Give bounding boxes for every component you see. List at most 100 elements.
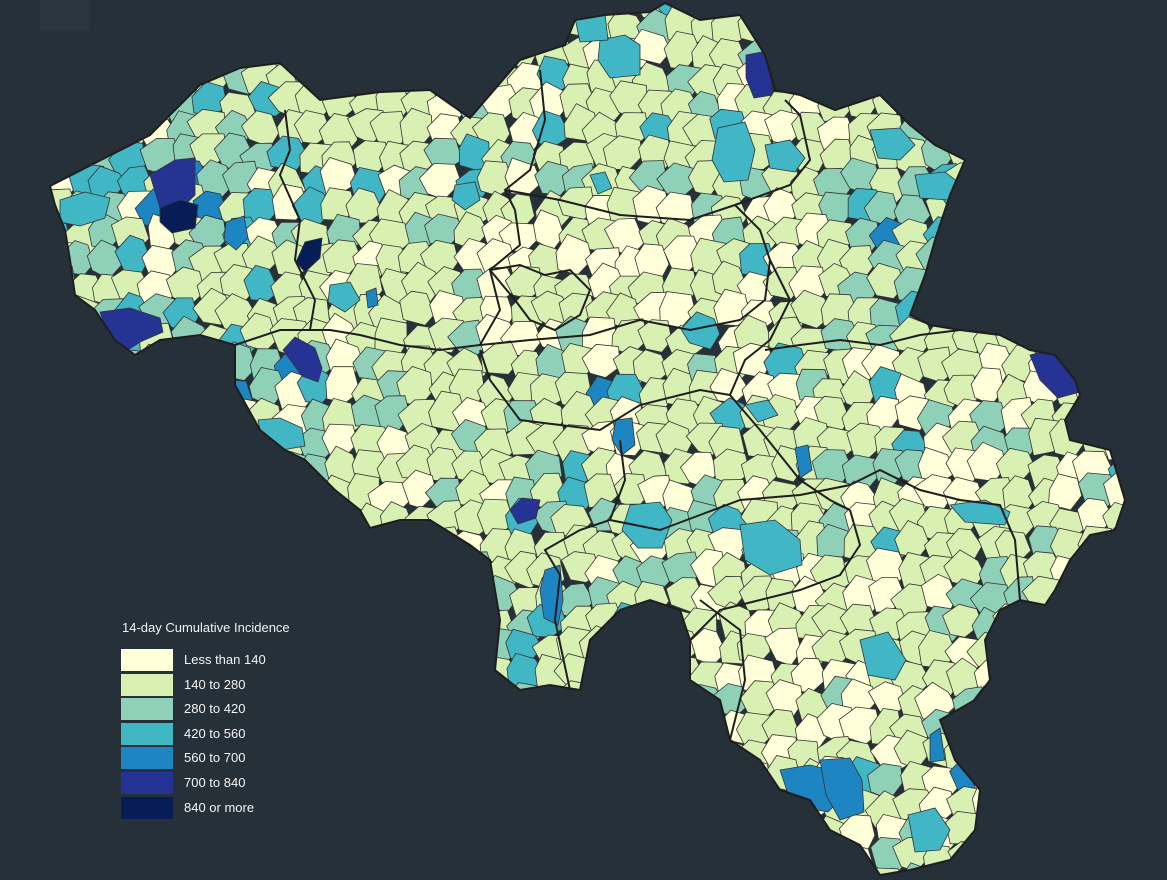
municipality-cell: [452, 62, 495, 99]
municipality-hotspot: [295, 237, 323, 273]
municipality-cell: [503, 733, 541, 772]
municipality-cell: [270, 449, 309, 489]
municipality-cell: [50, 495, 52, 536]
municipality-cell: [50, 429, 71, 467]
municipality-cell: [219, 3, 261, 20]
municipality-cell: [455, 683, 497, 720]
municipality-cell: [558, 863, 598, 875]
municipality-cell: [299, 819, 340, 858]
municipality-cell: [266, 135, 309, 171]
municipality-cell: [89, 394, 126, 434]
municipality-cell: [90, 845, 132, 875]
municipality-cell: [687, 837, 729, 873]
municipality-cell: [244, 500, 284, 536]
municipality-cell: [501, 840, 543, 875]
municipality-cell: [684, 868, 722, 875]
municipality-cell: [196, 3, 233, 21]
legend-label: 840 or more: [184, 799, 255, 815]
municipality-cell: [60, 420, 101, 460]
municipality-cell: [447, 4, 488, 41]
municipality-cell: [1024, 734, 1065, 770]
municipality-cell: [401, 553, 444, 597]
municipality-cell: [141, 477, 183, 510]
municipality-cell: [1071, 161, 1111, 200]
municipality-cell: [455, 815, 495, 855]
municipality-cell: [1100, 291, 1125, 327]
municipality-cell: [848, 3, 884, 45]
municipality-cell: [1046, 838, 1089, 875]
municipality-cell: [424, 756, 458, 795]
municipality-hotspot: [159, 199, 199, 234]
municipality-cell: [87, 817, 125, 851]
municipality-cell: [59, 93, 100, 129]
municipality-cell: [50, 760, 70, 802]
municipality-cell: [370, 552, 414, 593]
municipality-cell: [1046, 163, 1087, 201]
municipality-cell: [66, 582, 103, 619]
municipality-cell: [447, 792, 487, 826]
municipality-cell: [1108, 552, 1125, 590]
municipality-cell: [50, 31, 70, 71]
municipality-cell: [1002, 214, 1038, 246]
municipality-cell: [116, 398, 157, 437]
municipality-cell: [580, 865, 618, 875]
municipality-cell: [61, 340, 101, 383]
municipality-cell: [137, 844, 183, 875]
municipality-cell: [477, 3, 518, 23]
municipality-cell: [1021, 836, 1061, 875]
municipality-cell: [353, 659, 387, 696]
municipality-cell: [997, 841, 1036, 875]
municipality-cell: [537, 687, 576, 723]
municipality-cell: [1028, 815, 1069, 856]
legend-swatch: [121, 649, 173, 671]
municipality-hotspot: [611, 417, 636, 456]
municipality-cell: [198, 347, 234, 384]
municipality-cell: [321, 37, 359, 74]
municipality-cell: [407, 580, 444, 619]
municipality-cell: [1080, 398, 1118, 435]
municipality-cell: [225, 446, 260, 489]
municipality-cell: [371, 529, 407, 563]
municipality-cell: [353, 789, 392, 823]
municipality-cell: [1025, 53, 1061, 93]
municipality-cell: [192, 551, 230, 592]
municipality-cell: [50, 83, 74, 118]
municipality-cell: [347, 709, 386, 748]
municipality-cell: [974, 210, 1013, 246]
municipality-cell: [50, 111, 56, 150]
municipality-cell: [65, 553, 106, 591]
municipality-cell: [139, 372, 177, 411]
municipality-cell: [1002, 738, 1041, 778]
municipality-cell: [759, 835, 801, 875]
municipality-cell: [62, 499, 105, 532]
municipality-cell: [196, 867, 238, 875]
municipality-cell: [50, 293, 80, 325]
legend-item-140-to-280: 140 to 280: [104, 673, 344, 699]
municipality-cell: [1073, 686, 1110, 724]
province-border: [479, 349, 731, 432]
province-border: [609, 468, 1021, 601]
municipality-cell: [10, 165, 46, 202]
municipality-cell: [1074, 818, 1109, 854]
municipality-cell: [690, 785, 727, 823]
municipality-cell: [50, 138, 51, 175]
municipality-cell: [634, 786, 676, 824]
municipality-cell: [380, 634, 417, 676]
municipality-cell: [1082, 337, 1120, 380]
municipality-cell: [377, 839, 415, 875]
municipality-cell: [948, 59, 983, 98]
municipality-cell: [763, 3, 805, 16]
municipality-cell: [293, 582, 336, 621]
municipality-cell: [112, 368, 146, 404]
municipality-cell: [400, 602, 444, 643]
municipality-cell: [378, 36, 416, 74]
municipality-cell: [320, 580, 361, 619]
municipality-cell: [395, 681, 435, 720]
municipality-cell: [433, 36, 472, 74]
municipality-cell: [346, 11, 386, 50]
municipality-cell: [967, 28, 1009, 67]
municipality-cell: [50, 732, 76, 774]
municipality-cell: [225, 472, 264, 508]
municipality-cell: [423, 709, 460, 748]
municipality-cell: [419, 837, 461, 875]
